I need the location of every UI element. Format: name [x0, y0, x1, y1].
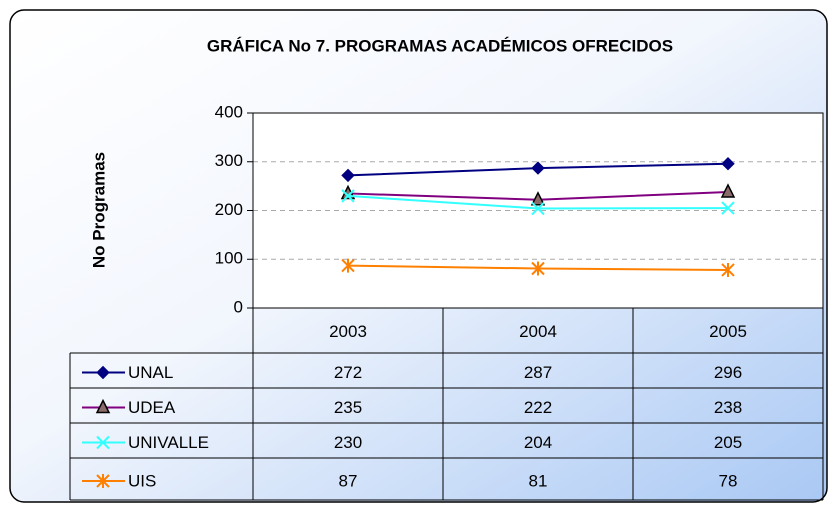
table-value: 222: [524, 398, 552, 417]
marker: [721, 262, 735, 277]
table-value: 235: [334, 398, 362, 417]
chart-title: GRÁFICA No 7. PROGRAMAS ACADÉMICOS OFREC…: [207, 36, 673, 55]
marker: [341, 189, 355, 203]
table-value: 230: [334, 433, 362, 452]
marker: [341, 258, 355, 273]
y-tick-label: 400: [215, 102, 243, 121]
table-value: 272: [334, 363, 362, 382]
y-tick-label: 100: [215, 249, 243, 268]
table-value: 296: [714, 363, 742, 382]
legend-label: UNIVALLE: [128, 433, 209, 452]
legend-label: UIS: [128, 471, 156, 490]
marker: [530, 191, 546, 206]
legend-label: UNAL: [128, 363, 173, 382]
y-tick-label: 300: [215, 151, 243, 170]
marker: [95, 398, 111, 414]
y-tick-label: 200: [215, 200, 243, 219]
table-value: 205: [714, 433, 742, 452]
marker: [531, 161, 545, 175]
marker: [721, 156, 735, 171]
legend-label: UDEA: [128, 398, 176, 417]
marker: [96, 474, 110, 488]
marker: [721, 201, 735, 215]
marker: [341, 168, 355, 183]
marker: [96, 365, 110, 380]
marker: [720, 183, 736, 198]
x-tick-label: 2003: [329, 322, 367, 341]
plot-border: [252, 112, 824, 309]
table-value: 81: [529, 471, 548, 490]
table-value: 78: [719, 471, 738, 490]
x-tick-label: 2005: [709, 322, 747, 341]
y-tick-label: 0: [234, 297, 243, 316]
y-axis-label: No Programas: [89, 152, 108, 268]
marker: [531, 261, 545, 276]
table-value: 287: [524, 363, 552, 382]
marker: [531, 201, 545, 216]
marker: [96, 435, 110, 450]
table-value: 87: [339, 471, 358, 490]
x-tick-label: 2004: [519, 322, 557, 341]
table-value: 204: [524, 433, 552, 452]
table-value: 238: [714, 398, 742, 417]
